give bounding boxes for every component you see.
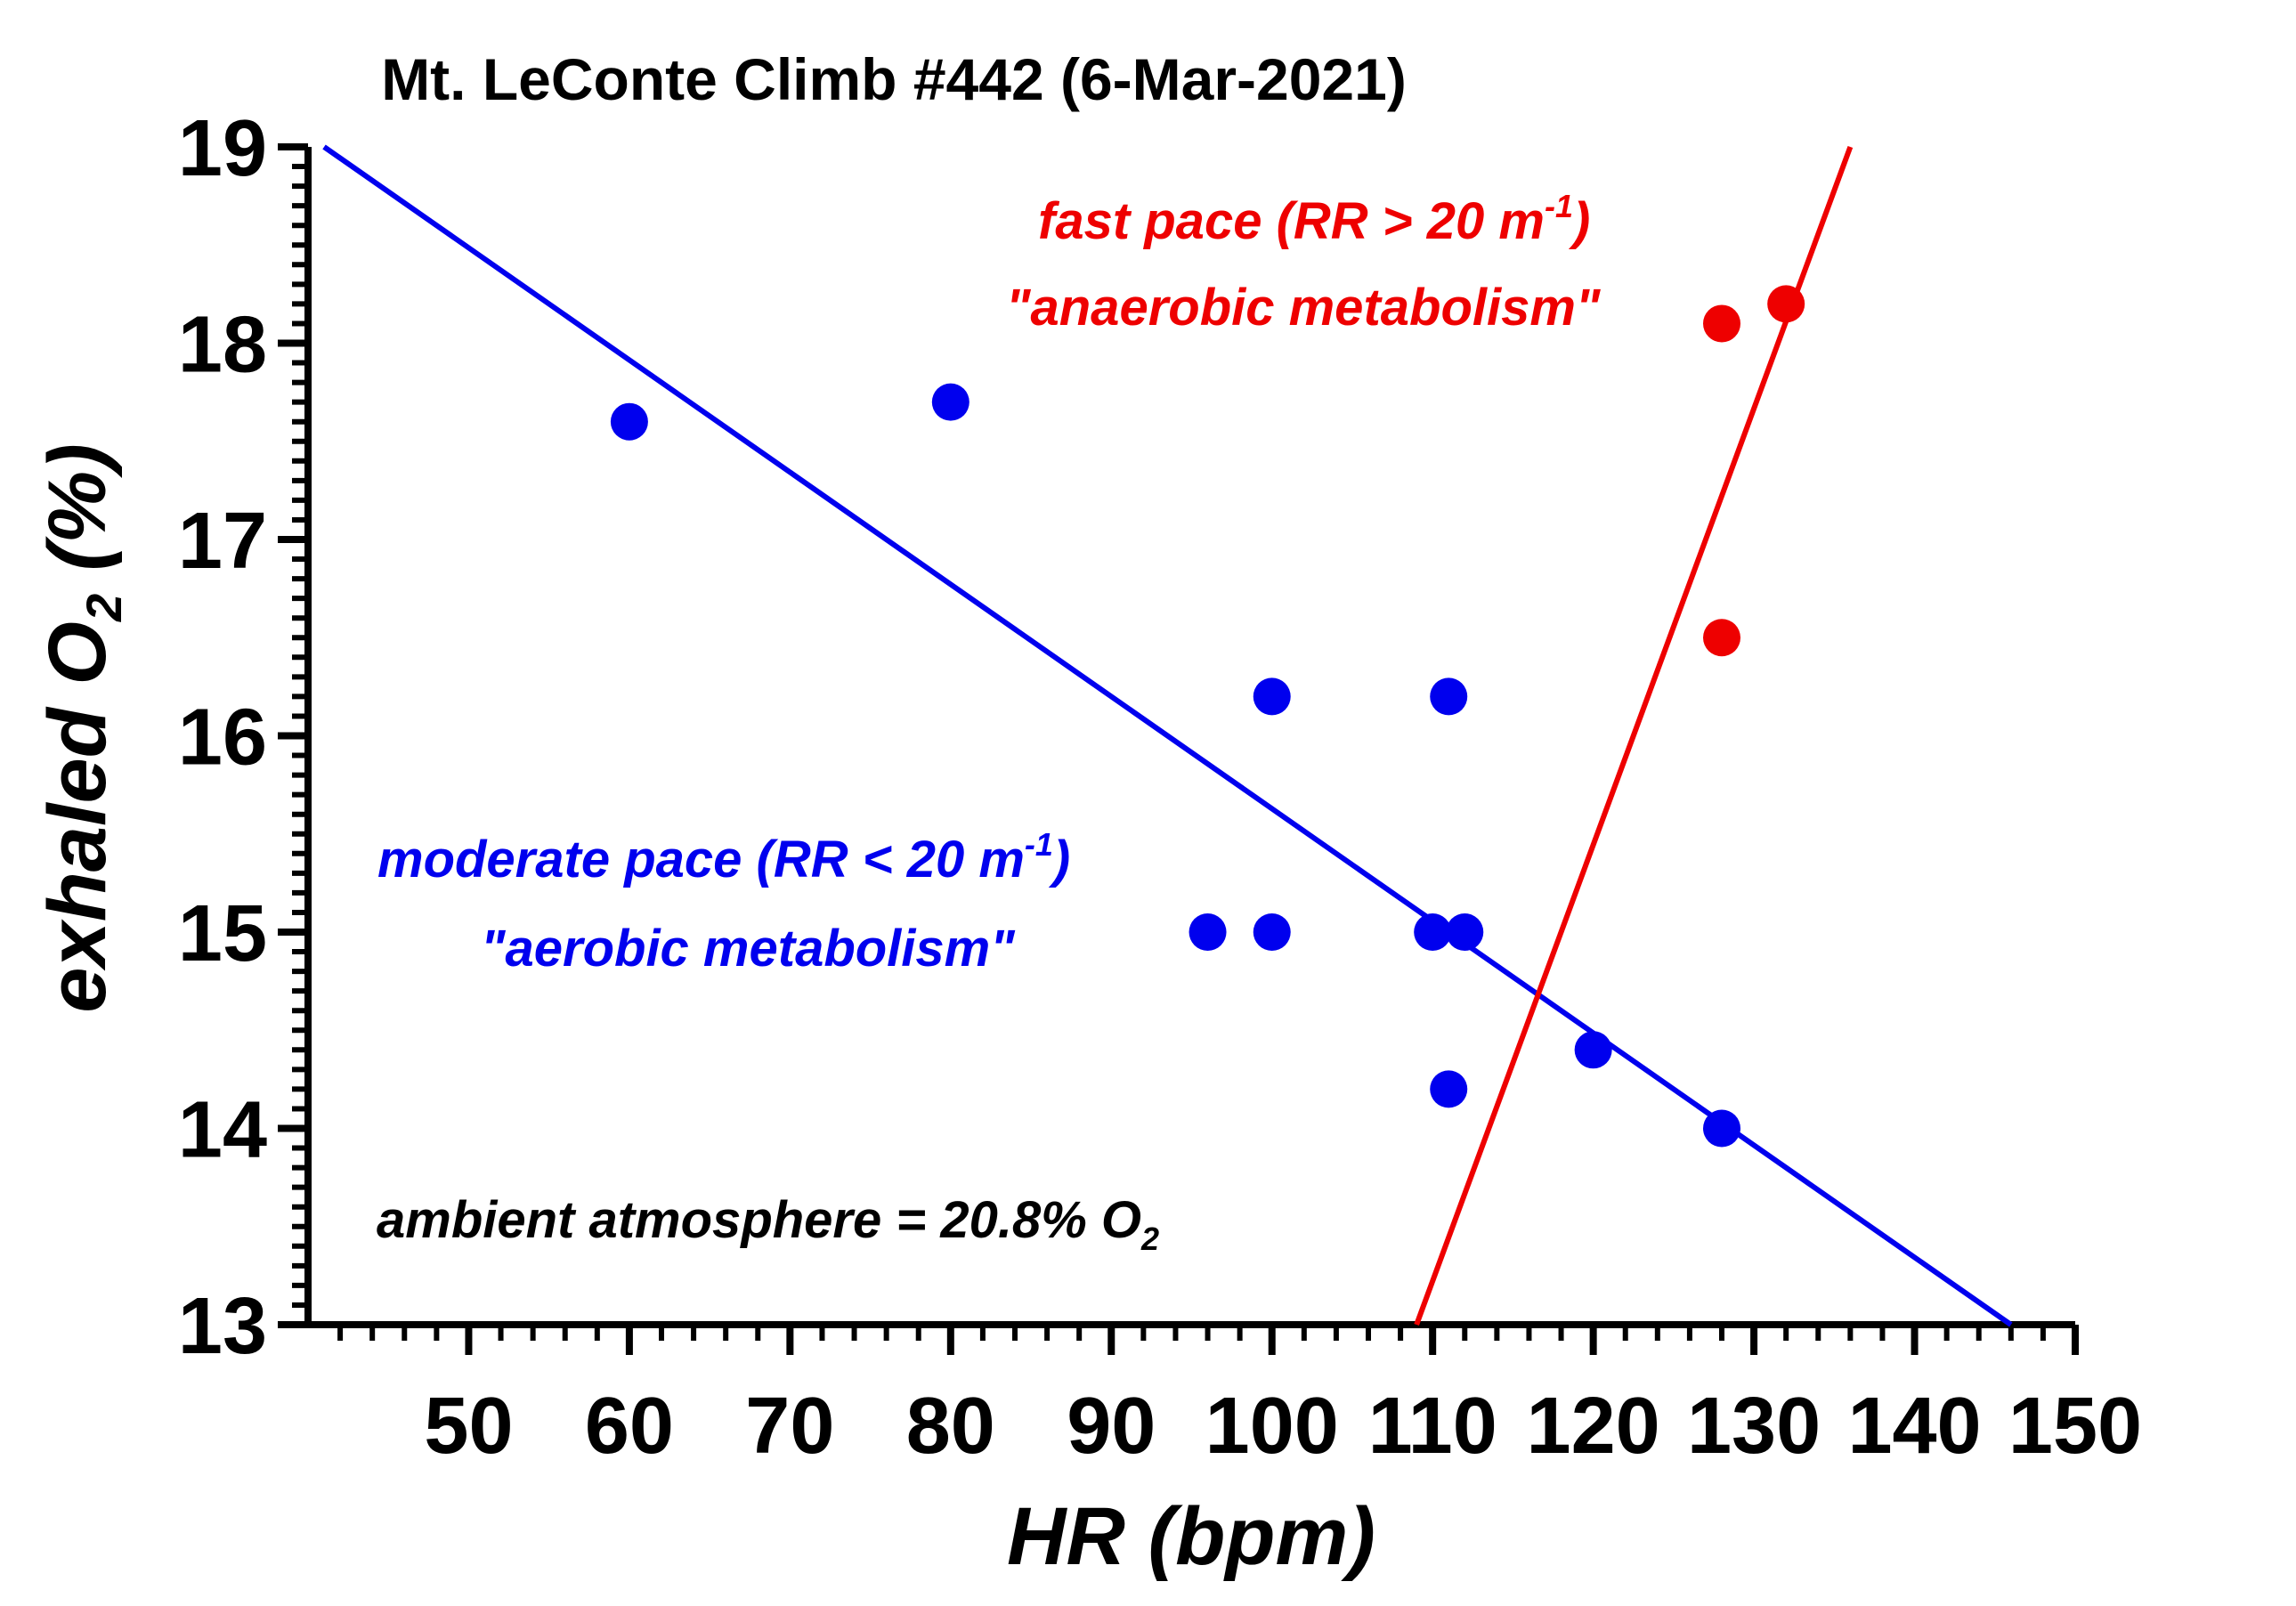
x-tick-label: 90 [1067,1382,1156,1471]
moderate-data-point [1430,1070,1468,1108]
x-tick-label: 140 [1847,1382,1981,1471]
x-tick-label: 60 [585,1382,674,1471]
fast-data-point [1703,619,1740,657]
x-tick-label: 120 [1527,1382,1660,1471]
x-tick-label: 130 [1687,1382,1821,1471]
y-tick-label: 18 [178,301,267,390]
fast-fit-line [1414,145,1854,1326]
fast-data-point [1703,304,1740,343]
moderate-pace-sup: -1 [1025,826,1053,863]
aerobic-label: "aerobic metabolism" [481,920,1016,977]
ambient-label: ambient atmosphere = 20.8% O2 [377,1191,1159,1257]
y-tick-label: 19 [178,104,267,193]
y-axis-label-sub: 2 [76,594,132,622]
x-axis-label: HR (bpm) [1007,1491,1375,1582]
chart-title: Mt. LeConte Climb #442 (6-Mar-2021) [381,46,1407,112]
y-tick-label: 17 [178,497,267,586]
x-ticks: 50 60 70 80 90 100 110 120 130 140 150 [337,1325,2142,1471]
y-axis-label-suffix: (%) [32,443,123,594]
moderate-data-point [1574,1031,1612,1069]
moderate-data-point [1189,913,1227,951]
y-axis-label: exhaled O2 (%) [32,443,132,1013]
x-tick-label: 80 [906,1382,995,1471]
moderate-pace-text: moderate pace (RR < 20 m [377,831,1025,888]
y-tick-label: 15 [178,889,267,978]
y-ticks: 13 14 15 16 17 18 19 [178,104,308,1371]
ambient-sub: 2 [1140,1221,1159,1257]
moderate-pace-label: moderate pace (RR < 20 m-1) [377,826,1070,888]
moderate-data-point [1446,913,1484,951]
fast-pace-label: fast pace (RR > 20 m-1) [1038,188,1590,250]
x-tick-label: 110 [1368,1382,1497,1471]
fast-pace-text: fast pace (RR > 20 m [1038,192,1545,250]
y-tick-label: 14 [178,1086,267,1175]
moderate-data-point [1703,1109,1740,1148]
fast-data-point [1767,285,1805,323]
y-tick-label: 13 [178,1282,267,1371]
anaerobic-label: "anaerobic metabolism" [1006,279,1602,337]
fast-pace-sup: -1 [1545,188,1573,224]
moderate-data-point [931,383,970,421]
moderate-data-point [1414,913,1452,951]
x-tick-label: 100 [1205,1382,1339,1471]
x-tick-label: 70 [745,1382,834,1471]
moderate-data-point [1253,913,1291,951]
moderate-data-point [610,402,648,441]
moderate-data-point [1430,677,1468,716]
moderate-data-point [1253,677,1291,716]
x-tick-label: 150 [2008,1382,2142,1471]
data-points [610,285,1805,1148]
ambient-text: ambient atmosphere = 20.8% O [377,1191,1141,1249]
x-tick-label: 50 [424,1382,513,1471]
y-tick-label: 16 [178,694,267,783]
y-axis-label-main: exhaled O [32,621,123,1013]
